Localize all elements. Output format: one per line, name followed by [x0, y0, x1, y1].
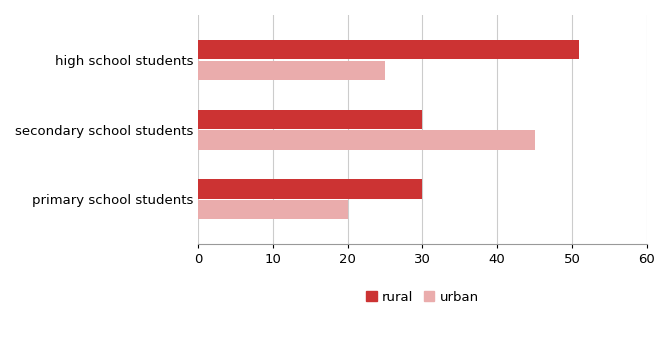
Bar — [198, 110, 422, 129]
Bar — [198, 61, 385, 81]
Legend: rural, urban: rural, urban — [360, 286, 484, 309]
Bar — [198, 200, 348, 219]
Bar — [198, 40, 580, 59]
Bar — [198, 179, 422, 198]
Bar — [198, 130, 535, 150]
